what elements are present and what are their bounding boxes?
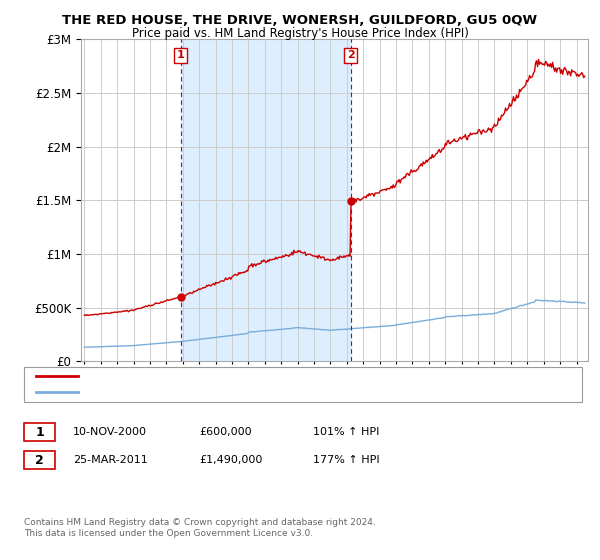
- Text: 1: 1: [35, 426, 44, 439]
- Text: This data is licensed under the Open Government Licence v3.0.: This data is licensed under the Open Gov…: [24, 529, 313, 538]
- Text: 10-NOV-2000: 10-NOV-2000: [73, 427, 147, 437]
- Text: £1,490,000: £1,490,000: [199, 455, 263, 465]
- Text: Contains HM Land Registry data © Crown copyright and database right 2024.: Contains HM Land Registry data © Crown c…: [24, 518, 376, 527]
- Text: 1: 1: [177, 50, 184, 60]
- Text: HPI: Average price, detached house, Waverley: HPI: Average price, detached house, Wave…: [87, 387, 328, 397]
- Bar: [181, 39, 350, 361]
- Text: THE RED HOUSE, THE DRIVE, WONERSH, GUILDFORD, GU5 0QW (detached house): THE RED HOUSE, THE DRIVE, WONERSH, GUILD…: [87, 371, 515, 381]
- Text: £600,000: £600,000: [199, 427, 252, 437]
- Text: 2: 2: [35, 454, 44, 467]
- Text: 2: 2: [347, 50, 355, 60]
- Text: THE RED HOUSE, THE DRIVE, WONERSH, GUILDFORD, GU5 0QW: THE RED HOUSE, THE DRIVE, WONERSH, GUILD…: [62, 14, 538, 27]
- Text: Price paid vs. HM Land Registry's House Price Index (HPI): Price paid vs. HM Land Registry's House …: [131, 27, 469, 40]
- Text: 177% ↑ HPI: 177% ↑ HPI: [313, 455, 380, 465]
- Text: 25-MAR-2011: 25-MAR-2011: [73, 455, 148, 465]
- Text: 101% ↑ HPI: 101% ↑ HPI: [313, 427, 380, 437]
